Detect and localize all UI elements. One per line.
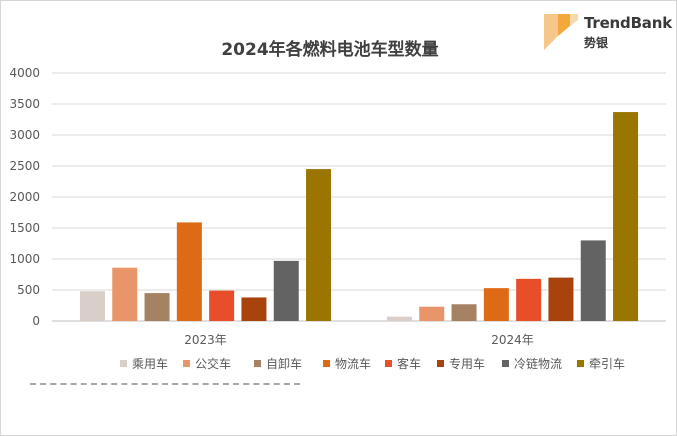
bar [209, 290, 235, 321]
legend-swatch [254, 360, 261, 367]
x-tick-label: 2023年 [184, 333, 227, 347]
bar [613, 112, 639, 321]
y-tick-label: 3000 [9, 128, 40, 142]
bar [241, 297, 267, 321]
y-axis: 0 500 1000 1500 2000 2500 3000 3500 4000 [9, 66, 40, 328]
bar [483, 288, 509, 321]
bar [548, 277, 574, 321]
x-tick-label: 2024年 [491, 333, 534, 347]
bar [176, 222, 202, 321]
bar [451, 304, 477, 321]
legend-label: 物流车 [335, 356, 371, 371]
legend-swatch [323, 360, 330, 367]
trendbank-logo: TrendBank 势银 [544, 14, 672, 52]
bar [306, 169, 332, 321]
legend-swatch [502, 360, 509, 367]
legend: 乘用车 公交车 自卸车 物流车 客车 专用车 冷链物流 牵引车 [120, 356, 625, 371]
y-tick-label: 3500 [9, 97, 40, 111]
legend-label: 冷链物流 [514, 356, 562, 371]
legend-swatch [385, 360, 392, 367]
y-tick-label: 2500 [9, 159, 40, 173]
bar [516, 278, 542, 321]
legend-label: 专用车 [449, 356, 485, 371]
trendbank-logo-mark-icon [544, 14, 578, 50]
bar [112, 267, 138, 321]
bar [419, 306, 445, 321]
legend-label: 客车 [397, 356, 421, 371]
bars [79, 112, 639, 321]
y-tick-label: 1000 [9, 252, 40, 266]
y-tick-label: 1500 [9, 221, 40, 235]
legend-label: 自卸车 [266, 356, 302, 371]
chart-title: 2024年各燃料电池车型数量 [221, 39, 438, 60]
legend-swatch [437, 360, 444, 367]
y-tick-label: 4000 [9, 66, 40, 80]
y-tick-label: 500 [17, 283, 40, 297]
legend-swatch [577, 360, 584, 367]
bar [144, 293, 170, 321]
brand-name-cn: 势银 [584, 36, 609, 50]
legend-label: 公交车 [195, 356, 231, 371]
dashed-separator [30, 383, 300, 385]
bar [580, 240, 606, 321]
legend-label: 乘用车 [132, 356, 168, 371]
bar [79, 291, 105, 321]
bar [386, 316, 412, 321]
bar [273, 260, 299, 321]
legend-swatch [183, 360, 190, 367]
grid-lines [52, 72, 666, 322]
legend-label: 牵引车 [589, 356, 625, 371]
y-tick-label: 2000 [9, 190, 40, 204]
y-tick-label: 0 [32, 314, 40, 328]
x-axis: 2023年 2024年 [184, 333, 534, 347]
brand-name-en: TrendBank [584, 14, 672, 32]
legend-swatch [120, 360, 127, 367]
